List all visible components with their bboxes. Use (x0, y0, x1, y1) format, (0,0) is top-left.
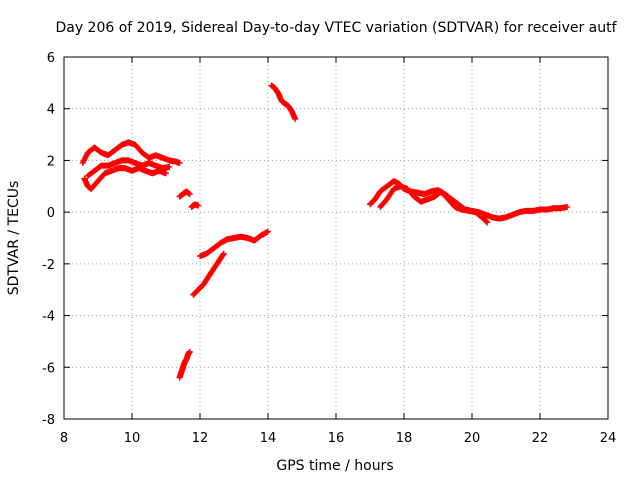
x-tick-label: 10 (124, 431, 141, 446)
data-point (564, 203, 571, 210)
y-tick-label: 6 (47, 51, 55, 66)
y-tick-label: -8 (42, 413, 55, 428)
series-arc-f (197, 228, 271, 260)
x-tick-label: 24 (600, 431, 617, 446)
series-arc-a-lower (81, 165, 169, 192)
x-tick-label: 22 (532, 431, 549, 446)
x-tick-label: 16 (328, 431, 345, 446)
data-point (483, 218, 490, 225)
data-point (265, 228, 271, 235)
y-axis-label: SDTVAR / TECUs (6, 181, 22, 296)
data-point (292, 116, 299, 123)
data-point (220, 251, 227, 258)
data-point (166, 163, 173, 170)
x-tick-label: 20 (464, 431, 481, 446)
x-tick-label: 14 (260, 431, 277, 446)
series-arc-h-secondary (377, 183, 491, 226)
data-points (79, 82, 571, 381)
y-tick-label: 4 (47, 103, 55, 118)
x-axis-label: GPS time / hours (276, 458, 393, 474)
series-arc-d (176, 348, 193, 381)
chart-title: Day 206 of 2019, Sidereal Day-to-day VTE… (55, 20, 617, 36)
data-point (163, 170, 169, 177)
data-point (484, 219, 491, 226)
y-tick-label: 0 (47, 206, 55, 221)
grid (64, 57, 608, 419)
x-tick-label: 12 (192, 431, 209, 446)
series-arc-g (268, 82, 299, 123)
y-tick-label: 2 (47, 154, 55, 169)
series-arc-a-middle (84, 157, 173, 179)
y-tick-label: -2 (42, 258, 55, 273)
y-tick-label: -4 (42, 310, 55, 325)
series-arc-e (190, 250, 227, 298)
data-point (186, 348, 193, 355)
data-point (186, 191, 193, 198)
data-point (220, 250, 227, 257)
data-point (176, 160, 183, 167)
y-tick-label: -6 (42, 361, 55, 376)
x-tick-label: 8 (60, 431, 68, 446)
series-arc-b (176, 188, 193, 200)
data-point (195, 202, 202, 209)
data-point (483, 218, 490, 225)
x-tick-label: 18 (396, 431, 413, 446)
series-arc-a-upper (79, 139, 183, 167)
series-arc-c (188, 201, 202, 210)
